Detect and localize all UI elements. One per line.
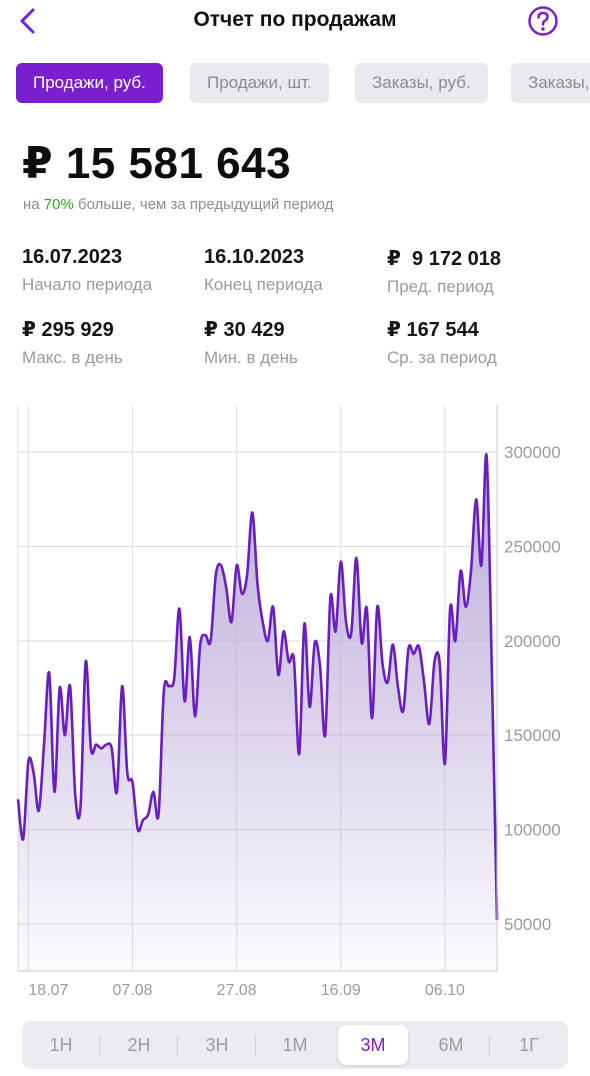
total-sales-value: ₽ 15 581 643 [22,138,291,189]
x-tick-label: 16.09 [321,982,361,999]
stat-label: Начало периода [22,275,152,295]
y-tick-label: 50000 [504,915,551,934]
stat-min-per-day: ₽ 30 429 Мин. в день [204,317,298,368]
question-circle-icon [527,5,559,37]
period-divider [255,1036,256,1056]
tab-sales-rub[interactable]: Продажи, руб. [16,63,163,103]
stat-label: Макс. в день [22,348,123,368]
stat-average-per-period: ₽ 167 544 Ср. за период [387,317,497,368]
x-tick-label: 07.08 [113,982,153,999]
stat-label: Мин. в день [204,348,298,368]
x-tick-label: 27.08 [217,982,257,999]
stat-value: ₽ 9 172 018 [387,246,501,271]
header: Отчет по продажам [0,0,590,44]
stat-value: 16.07.2023 [22,246,152,269]
period-6m[interactable]: 6М [416,1025,486,1065]
x-tick-label: 18.07 [28,982,68,999]
comparison-prefix: на [23,196,44,213]
stat-value: ₽ 295 929 [22,317,123,342]
stat-value: ₽ 167 544 [387,317,497,342]
period-divider [489,1036,490,1056]
period-divider [177,1036,178,1056]
period-3m[interactable]: 3М [338,1025,408,1065]
period-divider [99,1036,100,1056]
page-title: Отчет по продажам [0,8,590,32]
stat-previous-period: ₽ 9 172 018 Пред. период [387,246,501,297]
stat-period-start: 16.07.2023 Начало периода [22,246,152,295]
comparison-suffix: больше, чем за предыдущий период [74,196,334,213]
help-button[interactable] [527,5,559,37]
y-tick-label: 150000 [504,726,561,745]
stat-value: 16.10.2023 [204,246,323,269]
y-tick-label: 100000 [504,821,561,840]
y-tick-label: 200000 [504,632,561,651]
period-1m[interactable]: 1М [260,1025,330,1065]
tab-orders-rub[interactable]: Заказы, руб. [355,63,488,103]
stat-label: Пред. период [387,277,501,297]
period-2w[interactable]: 2Н [104,1025,174,1065]
y-tick-label: 300000 [504,443,561,462]
period-1y[interactable]: 1Г [494,1025,564,1065]
x-tick-label: 06.10 [425,982,465,999]
stat-label: Ср. за период [387,348,497,368]
stat-period-end: 16.10.2023 Конец периода [204,246,323,295]
sales-chart-svg: 300000 250000 200000 150000 100000 50000 18.07… [0,400,590,1000]
y-tick-label: 250000 [504,538,561,557]
metric-tabs: Продажи, руб. Продажи, шт. Заказы, руб. … [16,63,590,103]
period-3w[interactable]: 3Н [182,1025,252,1065]
stat-value: ₽ 30 429 [204,317,298,342]
period-selector: 1Н 2Н 3Н 1М 3М 6М 1Г [22,1021,568,1069]
tab-sales-pcs[interactable]: Продажи, шт. [190,63,329,103]
tab-orders-pcs[interactable]: Заказы, шт. [511,63,590,103]
period-1w[interactable]: 1Н [26,1025,96,1065]
comparison-percent: 70% [44,196,74,213]
stat-max-per-day: ₽ 295 929 Макс. в день [22,317,123,368]
comparison-text: на 70% больше, чем за предыдущий период [23,196,333,213]
sales-chart[interactable]: 300000 250000 200000 150000 100000 50000 18.07… [0,400,590,1000]
stat-label: Конец периода [204,275,323,295]
